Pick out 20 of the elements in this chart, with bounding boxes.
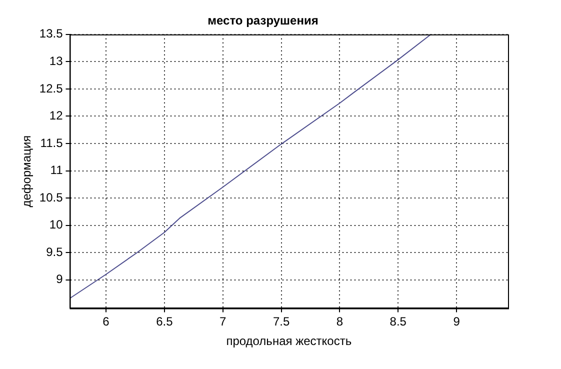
- x-tick-label: 7.5: [272, 314, 290, 329]
- x-tick-label: 6: [102, 314, 110, 329]
- y-tick-label: 10: [49, 218, 64, 232]
- y-tick-label: 11: [50, 163, 64, 178]
- x-tick-label: 6.5: [156, 314, 174, 329]
- y-tick-label: 11.5: [40, 136, 64, 150]
- y-tick-label: 12: [49, 108, 64, 123]
- y-tick-label: 9.5: [46, 244, 64, 259]
- x-tick-label: 8.5: [390, 314, 407, 329]
- chart-title: место разрушения: [208, 14, 318, 28]
- y-tick-label: 12.5: [39, 81, 64, 96]
- x-axis-title: продольная жесткость: [226, 334, 352, 348]
- y-tick-label: 9: [56, 272, 64, 286]
- y-tick-label: 13.5: [39, 26, 64, 41]
- y-axis-title: деформация: [20, 135, 34, 208]
- y-tick-label: 10.5: [39, 190, 64, 204]
- x-tick-label: 8: [336, 314, 344, 329]
- x-tick-label: 9: [453, 314, 460, 329]
- y-tick-label: 13: [49, 54, 64, 68]
- x-tick-label: 7: [220, 314, 227, 329]
